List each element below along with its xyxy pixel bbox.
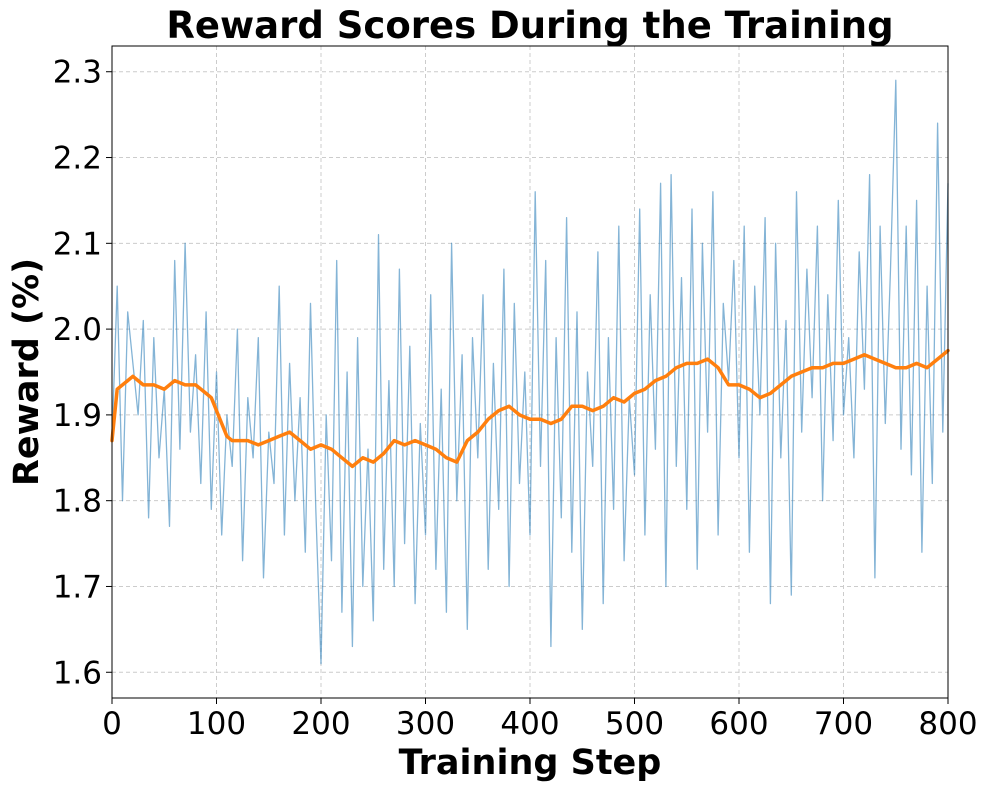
y-tick-label: 2.3 (53, 55, 102, 91)
smoothed-reward-line (110, 348, 950, 469)
y-axis-ticks: 1.6 1.7 1.8 1.9 2.0 2.1 2.2 2.3 (53, 55, 112, 691)
x-axis-title: Training Step (399, 743, 662, 783)
x-tick-label: 800 (918, 706, 977, 742)
x-tick-label: 400 (500, 706, 559, 742)
raw-reward-series (111, 79, 949, 665)
y-axis-title: Reward (%) (7, 258, 47, 486)
x-tick-label: 600 (709, 706, 768, 742)
grid-lines (111, 46, 949, 698)
x-tick-label: 500 (605, 706, 664, 742)
y-tick-label: 1.7 (53, 569, 102, 605)
x-tick-label: 200 (291, 706, 350, 742)
smoothed-reward-series (110, 348, 950, 469)
x-axis-ticks: 0 100 200 300 400 500 600 700 800 (102, 698, 978, 742)
y-tick-label: 1.8 (53, 484, 102, 520)
y-tick-label: 1.9 (53, 398, 102, 434)
x-tick-label: 300 (396, 706, 455, 742)
y-tick-label: 2.0 (53, 312, 102, 348)
chart-title: Reward Scores During the Training (166, 4, 893, 47)
x-tick-label: 100 (187, 706, 246, 742)
y-tick-label: 2.1 (53, 226, 102, 262)
x-tick-label: 700 (814, 706, 873, 742)
y-tick-label: 1.6 (53, 655, 102, 691)
raw-reward-line (111, 79, 949, 665)
x-tick-label: 0 (102, 706, 122, 742)
y-tick-label: 2.2 (53, 141, 102, 177)
